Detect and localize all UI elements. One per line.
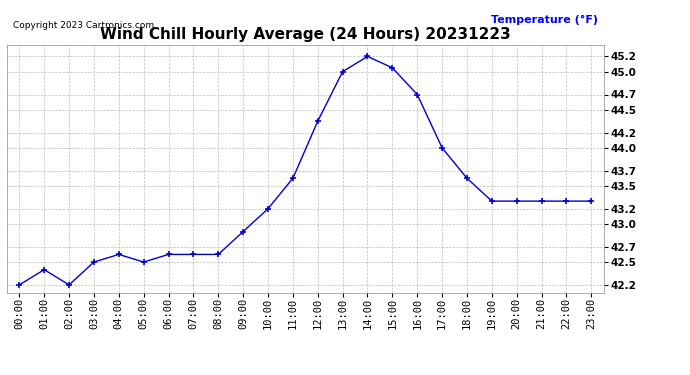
Title: Wind Chill Hourly Average (24 Hours) 20231223: Wind Chill Hourly Average (24 Hours) 202… xyxy=(100,27,511,42)
Text: Temperature (°F): Temperature (°F) xyxy=(491,15,598,25)
Text: Copyright 2023 Cartronics.com: Copyright 2023 Cartronics.com xyxy=(13,21,154,30)
